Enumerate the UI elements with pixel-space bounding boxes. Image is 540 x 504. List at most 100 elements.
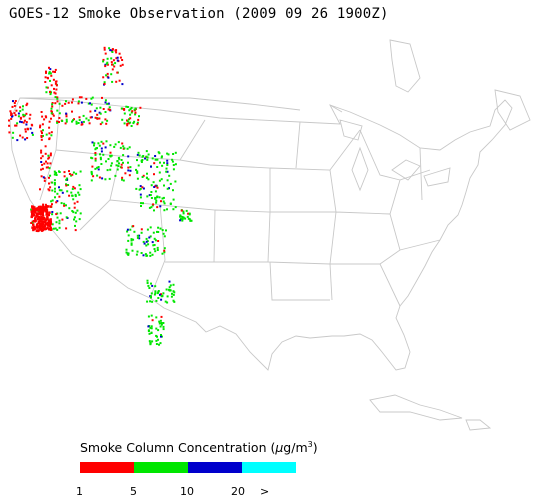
smoke-pixel [46,221,49,225]
smoke-pixel [125,248,128,251]
smoke-pixel [162,322,165,324]
smoke-pixel [42,223,45,226]
smoke-pixel [47,166,49,169]
smoke-pixel [55,80,58,83]
smoke-pixel [25,112,28,115]
smoke-pixel [130,106,133,109]
smoke-pixel [43,118,46,121]
smoke-pixel [111,51,114,53]
smoke-pixel [78,193,81,196]
smoke-pixel [168,289,171,292]
smoke-pixel [146,228,149,231]
smoke-pixel [103,81,106,84]
smoke-pixel [150,282,152,285]
smoke-pixel [23,119,26,122]
smoke-pixel [102,142,105,145]
smoke-pixel [56,96,59,99]
smoke-pixel [64,122,67,125]
smoke-pixel [53,173,56,176]
smoke-pixel [106,72,109,75]
smoke-pixel [72,171,75,174]
smoke-pixel [53,179,56,182]
smoke-pixel [146,156,149,159]
smoke-pixel [32,223,35,226]
smoke-pixel [141,159,144,161]
smoke-pixel [162,292,165,295]
smoke-pixel [131,110,134,113]
smoke-pixel [155,339,158,342]
smoke-pixel [128,146,131,149]
smoke-pixel [130,239,133,242]
smoke-pixel [9,110,12,113]
smoke-pixel [14,124,17,127]
smoke-pixel [33,211,37,214]
smoke-pixel [155,327,158,330]
smoke-pixel [32,225,36,229]
smoke-pixel [189,219,192,222]
smoke-pixel [79,188,82,191]
smoke-pixel [160,200,162,203]
smoke-pixel [167,153,170,156]
smoke-pixel [94,109,97,112]
smoke-pixel [117,156,120,159]
smoke-pixel [105,62,108,65]
smoke-pixel [146,282,149,284]
smoke-pixel [111,48,114,51]
smoke-pixel [134,113,137,116]
smoke-pixel [77,102,80,105]
smoke-pixel [22,105,24,108]
smoke-pixel [22,113,25,116]
smoke-pixel [105,160,107,163]
smoke-pixel [107,76,110,79]
smoke-pixel [51,199,54,202]
smoke-pixel [99,158,102,161]
smoke-pixel [188,213,191,216]
smoke-pixel [72,185,75,188]
smoke-pixel [20,121,23,124]
smoke-pixel [116,71,119,74]
smoke-pixel [58,171,61,173]
smoke-pixel [49,218,52,221]
smoke-pixel [98,176,101,179]
smoke-pixel [72,119,74,122]
smoke-pixel [155,184,158,187]
smoke-pixel [153,186,156,188]
smoke-pixel [16,122,19,125]
smoke-pixel [49,68,52,71]
smoke-pixel [106,63,109,66]
smoke-pixel [110,154,113,157]
smoke-pixel [172,299,175,302]
smoke-pixel [14,100,17,102]
smoke-pixel [108,47,111,50]
smoke-pixel [145,244,148,247]
smoke-pixel [98,144,101,147]
smoke-pixel [116,168,119,171]
smoke-pixel [99,156,102,159]
smoke-pixel [60,202,63,205]
smoke-pixel [172,198,175,201]
smoke-pixel [172,168,175,171]
smoke-pixel [50,84,53,87]
smoke-pixel [8,131,11,134]
smoke-pixel [129,169,132,172]
smoke-pixel [99,112,102,115]
smoke-pixel [165,170,168,173]
smoke-pixel [77,122,80,124]
smoke-pixel [102,108,105,110]
smoke-pixel [78,218,81,221]
smoke-pixel [159,342,162,345]
smoke-pixel [89,102,91,105]
smoke-pixel [94,167,97,170]
smoke-pixel [40,157,43,160]
smoke-pixel [103,83,106,85]
smoke-pixel [46,226,49,230]
smoke-pixel [125,105,128,108]
smoke-pixel [48,132,51,135]
smoke-pixel [37,205,41,209]
smoke-pixel [43,179,46,182]
smoke-pixel [47,219,51,222]
smoke-pixel [184,217,187,220]
smoke-pixel [147,243,150,246]
smoke-pixel [26,127,29,130]
smoke-pixel [65,216,68,219]
